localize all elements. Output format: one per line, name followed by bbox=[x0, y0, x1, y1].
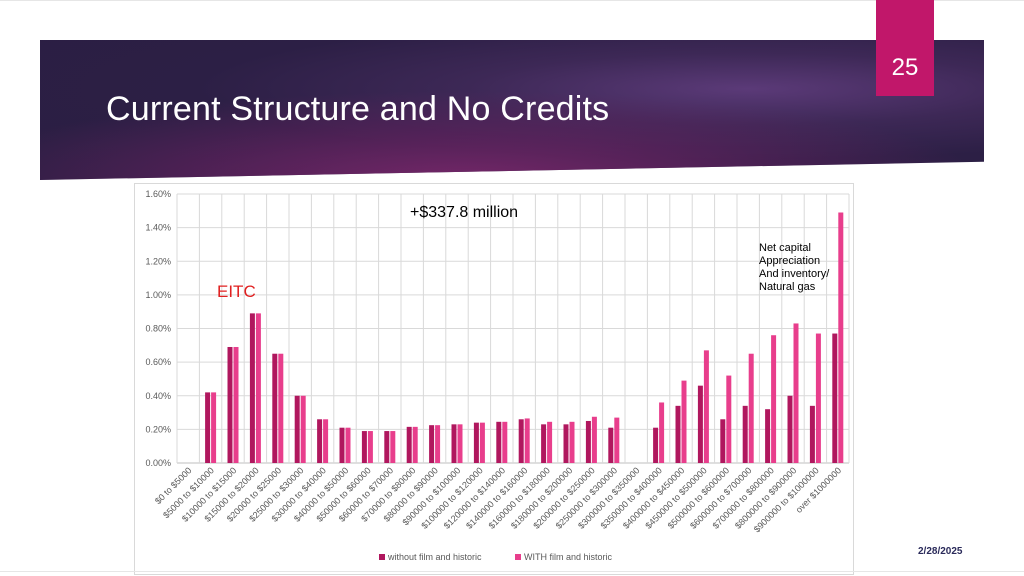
bar-without-film bbox=[563, 424, 569, 463]
note-annotation-line: Appreciation bbox=[759, 255, 820, 267]
y-tick-label: 1.40% bbox=[145, 223, 171, 233]
bar-without-film bbox=[361, 431, 367, 463]
bar-without-film bbox=[720, 419, 726, 463]
bar-with-film bbox=[367, 431, 373, 463]
legend-swatch bbox=[515, 554, 521, 560]
bar-with-film bbox=[748, 353, 754, 463]
bar-with-film bbox=[300, 395, 306, 463]
bar-without-film bbox=[518, 419, 524, 463]
bar-without-film bbox=[451, 424, 457, 463]
bar-without-film bbox=[249, 313, 255, 463]
bar-without-film bbox=[317, 419, 323, 463]
bar-without-film bbox=[227, 346, 233, 463]
legend-label: WITH film and historic bbox=[524, 552, 613, 562]
bar-with-film bbox=[614, 417, 620, 463]
bar-without-film bbox=[541, 424, 547, 463]
y-tick-label: 0.60% bbox=[145, 357, 171, 367]
y-tick-label: 0.20% bbox=[145, 424, 171, 434]
note-annotation-line: Net capital bbox=[759, 242, 811, 254]
bar-with-film bbox=[412, 426, 418, 463]
bar-with-film bbox=[390, 431, 396, 463]
bar-without-film bbox=[384, 431, 390, 463]
bar-without-film bbox=[675, 405, 681, 463]
bar-with-film bbox=[233, 346, 239, 463]
legend-swatch bbox=[379, 554, 385, 560]
legend-label: without film and historic bbox=[387, 552, 482, 562]
bar-with-film bbox=[278, 353, 284, 463]
bar-without-film bbox=[429, 425, 435, 463]
bar-without-film bbox=[406, 426, 412, 463]
bar-with-film bbox=[815, 333, 821, 463]
bar-without-film bbox=[832, 333, 838, 463]
y-tick-label: 1.60% bbox=[145, 189, 171, 199]
bar-without-film bbox=[339, 427, 345, 463]
bar-with-film bbox=[838, 212, 844, 463]
bar-without-film bbox=[294, 395, 300, 463]
bar-with-film bbox=[793, 323, 799, 463]
bar-without-film bbox=[205, 392, 211, 463]
bar-with-film bbox=[681, 380, 687, 463]
bar-without-film bbox=[653, 427, 659, 463]
bar-without-film bbox=[473, 422, 479, 463]
bar-with-film bbox=[211, 392, 217, 463]
bar-without-film bbox=[742, 405, 748, 463]
bar-without-film bbox=[272, 353, 278, 463]
bar-without-film bbox=[765, 409, 771, 463]
bar-chart: 0.00% 0.20% 0.40% 0.60% 0.80% 1.00% 1.20% 1.40%… bbox=[145, 189, 850, 562]
bar-with-film bbox=[479, 422, 485, 463]
bar-without-film bbox=[697, 385, 703, 463]
bar-without-film bbox=[608, 427, 614, 463]
y-tick-label: 0.00% bbox=[145, 458, 171, 468]
title-banner bbox=[40, 40, 984, 180]
top-divider bbox=[0, 0, 1024, 1]
y-tick-label: 1.20% bbox=[145, 256, 171, 266]
bar-with-film bbox=[345, 427, 351, 463]
bar-without-film bbox=[585, 420, 591, 463]
bar-with-film bbox=[435, 425, 441, 463]
bar-with-film bbox=[771, 335, 777, 463]
chart-frame: 0.00% 0.20% 0.40% 0.60% 0.80% 1.00% 1.20% 1.40%… bbox=[134, 183, 854, 575]
bar-with-film bbox=[457, 424, 463, 463]
total-annotation: +$337.8 million bbox=[410, 204, 518, 221]
bar-with-film bbox=[726, 375, 732, 463]
bar-without-film bbox=[809, 405, 815, 463]
slide-date: 2/28/2025 bbox=[918, 546, 963, 557]
bar-with-film bbox=[323, 419, 329, 463]
y-tick-label: 0.40% bbox=[145, 391, 171, 401]
bar-without-film bbox=[496, 421, 502, 463]
page-title: Current Structure and No Credits bbox=[106, 90, 610, 128]
y-tick-label: 0.80% bbox=[145, 324, 171, 334]
bar-with-film bbox=[591, 416, 597, 463]
y-tick-label: 1.00% bbox=[145, 290, 171, 300]
bottom-divider bbox=[0, 571, 1024, 572]
bar-without-film bbox=[787, 395, 793, 463]
bar-with-film bbox=[569, 421, 575, 463]
eitc-annotation: EITC bbox=[217, 282, 256, 301]
bar-with-film bbox=[502, 421, 508, 463]
note-annotation-line: Natural gas bbox=[759, 281, 816, 293]
bar-with-film bbox=[659, 402, 665, 463]
bar-with-film bbox=[703, 350, 709, 463]
bar-with-film bbox=[524, 418, 530, 463]
note-annotation-line: And inventory/ bbox=[759, 268, 830, 280]
bar-with-film bbox=[255, 313, 261, 463]
bar-with-film bbox=[547, 421, 553, 463]
slide-number-badge: 25 bbox=[876, 0, 934, 96]
